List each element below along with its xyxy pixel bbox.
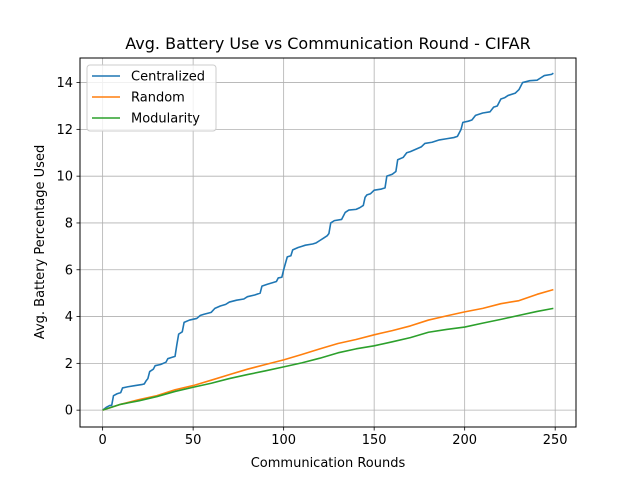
series-line-random <box>102 288 554 411</box>
x-tick-label: 0 <box>98 433 106 448</box>
legend: Centralized Random Modularity <box>86 64 217 132</box>
legend-label-random: Random <box>131 91 185 106</box>
x-tick-label: 100 <box>271 433 296 448</box>
y-axis-label: Avg. Battery Percentage Used <box>33 145 48 339</box>
series-line-modularity <box>102 307 554 411</box>
y-tick-label: 14 <box>56 76 73 91</box>
x-tick-label: 150 <box>362 433 387 448</box>
axis-ticks: 0 50 100 150 200 250 0 2 4 6 8 10 12 14 <box>56 76 567 448</box>
legend-box <box>86 64 217 132</box>
y-tick-label: 8 <box>65 216 73 231</box>
legend-entries: Centralized Random Modularity <box>92 70 205 127</box>
plot-frame <box>79 57 577 428</box>
legend-label-modularity: Modularity <box>131 112 200 127</box>
x-tick-label: 50 <box>185 433 202 448</box>
y-tick-label: 2 <box>65 357 73 372</box>
y-tick-label: 6 <box>65 263 73 278</box>
y-tick-label: 10 <box>56 170 73 185</box>
x-axis-label: Communication Rounds <box>251 456 406 471</box>
y-tick-label: 4 <box>65 310 73 325</box>
legend-label-centralized: Centralized <box>131 70 205 85</box>
chart-title: Avg. Battery Use vs Communication Round … <box>125 34 530 53</box>
y-tick-label: 12 <box>56 123 73 138</box>
series-line-centralized <box>102 72 554 411</box>
x-tick-label: 250 <box>543 433 568 448</box>
x-tick-label: 200 <box>452 433 477 448</box>
series-lines <box>102 72 554 411</box>
y-tick-label: 0 <box>65 404 73 419</box>
